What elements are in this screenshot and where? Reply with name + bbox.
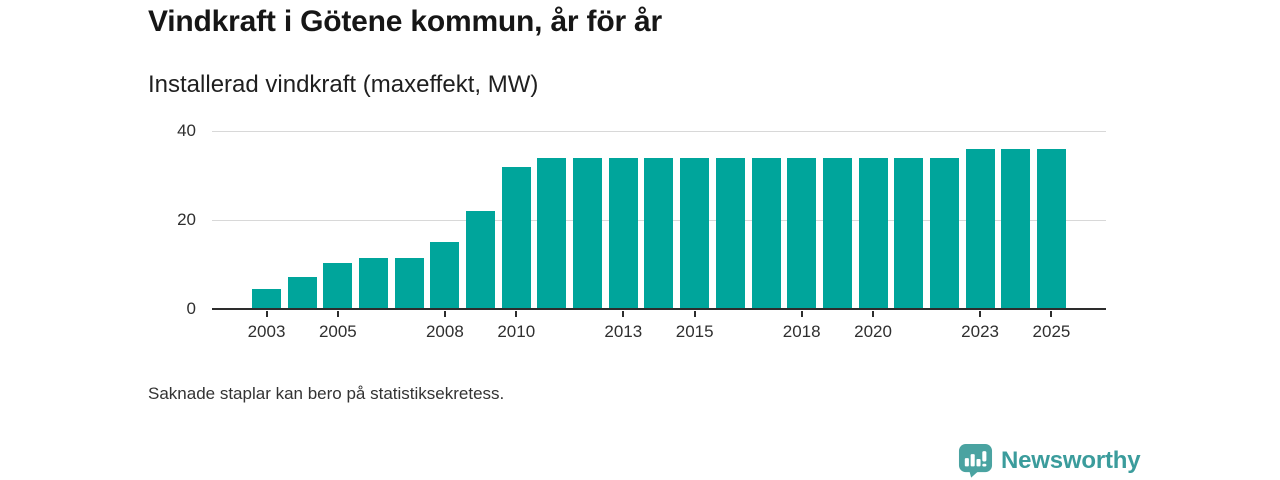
bar-2007 bbox=[394, 257, 424, 309]
x-axis-label-2023: 2023 bbox=[961, 322, 999, 341]
x-axis-tick-2013 bbox=[622, 311, 625, 317]
bar-2003 bbox=[252, 288, 281, 309]
x-axis-tick-2010 bbox=[515, 311, 518, 317]
bar-2012 bbox=[573, 157, 603, 309]
bar-2022 bbox=[929, 157, 959, 309]
bar-chart-speech-bubble-icon bbox=[958, 443, 993, 478]
gridline-40 bbox=[212, 131, 1106, 132]
chart-subtitle: Installerad vindkraft (maxeffekt, MW) bbox=[148, 71, 539, 98]
x-axis-label-2008: 2008 bbox=[425, 322, 464, 341]
bar-2006 bbox=[359, 257, 389, 309]
newsworthy-wordmark: Newsworthy bbox=[1001, 447, 1141, 474]
x-axis-label-2020: 2020 bbox=[854, 322, 892, 341]
y-axis-label-40: 40 bbox=[177, 121, 196, 140]
x-axis-label-2015: 2015 bbox=[675, 322, 714, 341]
x-axis-label-2018: 2018 bbox=[782, 322, 821, 341]
y-axis-label-20: 20 bbox=[177, 210, 196, 229]
chart-footnote: Saknade staplar kan bero på statistiksek… bbox=[148, 384, 505, 403]
bar-2019 bbox=[822, 157, 852, 309]
bar-2023 bbox=[965, 149, 995, 309]
chart-title: Vindkraft i Götene kommun, år för år bbox=[148, 5, 663, 38]
x-axis-label-2005: 2005 bbox=[318, 322, 357, 341]
bar-2009 bbox=[466, 211, 496, 309]
newsworthy-logo-link[interactable]: Newsworthy bbox=[958, 443, 1141, 478]
bar-2016 bbox=[715, 157, 745, 309]
x-axis-label-2013: 2013 bbox=[604, 322, 643, 341]
bar-2024 bbox=[1001, 149, 1031, 309]
bar-2010 bbox=[501, 166, 531, 309]
bar-2025 bbox=[1036, 149, 1066, 309]
x-axis-line bbox=[212, 308, 1106, 310]
bar-2008 bbox=[430, 242, 460, 309]
x-axis-label-2025: 2025 bbox=[1032, 322, 1071, 341]
bar-2013 bbox=[608, 157, 638, 309]
bar-2011 bbox=[537, 157, 567, 309]
x-axis-tick-2018 bbox=[800, 311, 803, 317]
bar-2005 bbox=[323, 262, 353, 309]
bar-2014 bbox=[644, 157, 674, 309]
x-axis-tick-2003 bbox=[265, 311, 268, 317]
bar-2004 bbox=[287, 277, 317, 309]
bar-2015 bbox=[680, 157, 710, 309]
x-axis-tick-2025 bbox=[1050, 311, 1053, 317]
y-axis-label-0: 0 bbox=[186, 299, 196, 318]
x-axis-tick-2005 bbox=[336, 311, 339, 317]
plot-area: 2003 2005 2008 2010 2013 2015 2018 2020 2023 2025 bbox=[212, 131, 1106, 341]
x-axis-label-2010: 2010 bbox=[497, 322, 536, 341]
bar-2020 bbox=[858, 157, 888, 309]
x-axis-label-2003: 2003 bbox=[247, 322, 286, 341]
x-axis-tick-2023 bbox=[979, 311, 982, 317]
x-axis-tick-2015 bbox=[693, 311, 696, 317]
bar-2018 bbox=[787, 157, 817, 309]
bar-2021 bbox=[894, 157, 924, 309]
x-axis-tick-2008 bbox=[443, 311, 446, 317]
bar-2017 bbox=[751, 157, 781, 309]
x-axis-tick-2020 bbox=[872, 311, 875, 317]
